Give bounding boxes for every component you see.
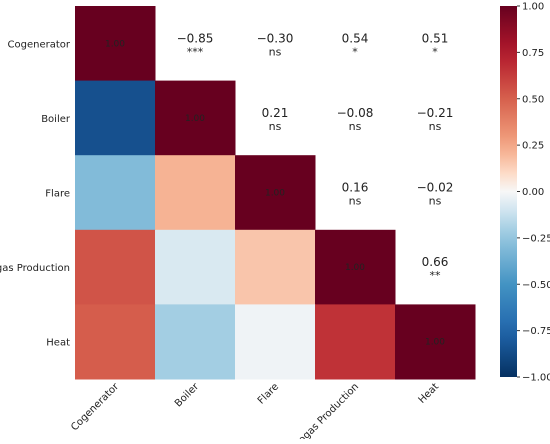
significance-label-1-3: ns bbox=[349, 120, 362, 133]
colorbar-tick-label-7: −0.75 bbox=[522, 326, 550, 337]
colorbar-tick-label-3: 0.25 bbox=[522, 141, 544, 152]
colorbar-tick-label-2: 0.50 bbox=[522, 94, 544, 105]
heatmap-cell-1-0 bbox=[75, 80, 156, 156]
heatmap-cell-3-3 bbox=[315, 229, 396, 305]
coef-label-1-2: 0.21 bbox=[262, 106, 289, 120]
coef-label-0-2: −0.30 bbox=[257, 31, 294, 45]
heatmap-cell-2-1 bbox=[155, 155, 236, 231]
colorbar-tick-label-4: 0.00 bbox=[522, 187, 544, 198]
significance-label-1-2: ns bbox=[269, 120, 282, 133]
diagonal-label-3: 1.00 bbox=[345, 263, 365, 273]
upper-triangle-labels: −0.85***−0.30ns0.54*0.51*0.21ns−0.08ns−0… bbox=[177, 31, 454, 282]
y-tick-label-2: Flare bbox=[45, 189, 70, 200]
heatmap-cells bbox=[75, 6, 476, 380]
x-tick-label-1: Boiler bbox=[173, 381, 202, 410]
colorbar-gradient bbox=[500, 6, 517, 377]
heatmap-cell-4-0 bbox=[75, 304, 156, 380]
colorbar-tick-label-6: −0.50 bbox=[522, 280, 550, 291]
y-tick-label-0: Cogenerator bbox=[8, 39, 71, 50]
colorbar-ticks: 1.00 0.75 0.50 0.25 0.00 −0.25 −0.50 −0.75 −1.00 bbox=[517, 2, 550, 384]
significance-label-2-3: ns bbox=[349, 195, 362, 208]
heatmap-cell-3-2 bbox=[235, 229, 316, 305]
colorbar-tick-label-1: 0.75 bbox=[522, 48, 544, 59]
colorbar-tick-label-8: −1.00 bbox=[522, 373, 550, 384]
significance-label-1-4: ns bbox=[429, 120, 442, 133]
heatmap-cell-4-2 bbox=[235, 304, 316, 380]
diagonal-labels: 1.00 1.00 1.00 1.00 1.00 bbox=[105, 39, 445, 347]
heatmap-cell-4-1 bbox=[155, 304, 236, 380]
coef-label-1-4: −0.21 bbox=[417, 106, 454, 120]
heatmap-cell-4-4 bbox=[395, 304, 476, 380]
x-tick-label-2: Flare bbox=[256, 381, 281, 406]
y-tick-label-3: Biogas Production bbox=[0, 263, 70, 274]
coef-label-2-4: −0.02 bbox=[417, 181, 454, 195]
x-tick-label-0: Cogenerator bbox=[69, 381, 122, 434]
heatmap-cell-2-0 bbox=[75, 155, 156, 231]
coef-label-0-1: −0.85 bbox=[177, 31, 214, 45]
diagonal-label-4: 1.00 bbox=[425, 338, 445, 348]
x-tick-label-3: Biogas Production bbox=[290, 381, 361, 439]
heatmap-cell-2-2 bbox=[235, 155, 316, 231]
diagonal-label-1: 1.00 bbox=[185, 114, 205, 124]
coef-label-1-3: −0.08 bbox=[337, 106, 374, 120]
x-tick-label-4: Heat bbox=[417, 381, 442, 406]
y-tick-label-1: Boiler bbox=[41, 114, 71, 125]
heatmap-cell-1-1 bbox=[155, 80, 236, 156]
heatmap-cell-0-0 bbox=[75, 6, 156, 82]
significance-label-0-1: *** bbox=[187, 45, 204, 58]
diagonal-label-2: 1.00 bbox=[265, 189, 285, 199]
significance-label-0-3: * bbox=[352, 45, 358, 58]
heatmap-cell-3-0 bbox=[75, 229, 156, 305]
heatmap-cell-3-1 bbox=[155, 229, 236, 305]
y-tick-labels: Cogenerator Boiler Flare Biogas Production H… bbox=[0, 39, 71, 348]
colorbar: 1.00 0.75 0.50 0.25 0.00 −0.25 −0.50 −0.75 −1.00 bbox=[500, 2, 550, 384]
colorbar-tick-label-0: 1.00 bbox=[522, 2, 544, 13]
significance-label-0-4: * bbox=[432, 45, 438, 58]
significance-label-2-4: ns bbox=[429, 195, 442, 208]
coef-label-0-4: 0.51 bbox=[422, 31, 449, 45]
significance-label-3-4: ** bbox=[430, 269, 442, 282]
coef-label-2-3: 0.16 bbox=[342, 181, 369, 195]
heatmap-cell-4-3 bbox=[315, 304, 396, 380]
significance-label-0-2: ns bbox=[269, 45, 282, 58]
coef-label-3-4: 0.66 bbox=[422, 255, 449, 269]
y-tick-label-4: Heat bbox=[46, 338, 70, 349]
x-tick-labels: Cogenerator Boiler Flare Biogas Production H… bbox=[69, 381, 442, 444]
coef-label-0-3: 0.54 bbox=[342, 31, 369, 45]
diagonal-label-0: 1.00 bbox=[105, 39, 125, 49]
colorbar-tick-label-5: −0.25 bbox=[522, 233, 550, 244]
